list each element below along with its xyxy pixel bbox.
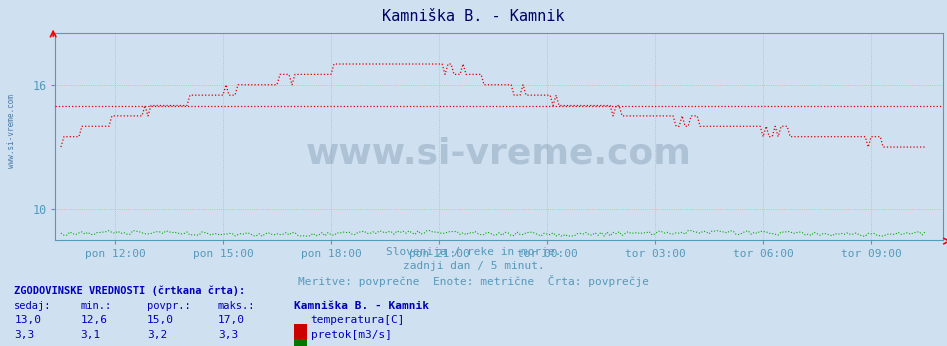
Text: sedaj:: sedaj:: [14, 301, 52, 311]
Text: 17,0: 17,0: [218, 315, 245, 325]
Text: Meritve: povprečne  Enote: metrične  Črta: povprečje: Meritve: povprečne Enote: metrične Črta:…: [298, 275, 649, 287]
Text: 3,1: 3,1: [80, 330, 100, 340]
Text: 3,3: 3,3: [14, 330, 34, 340]
Text: povpr.:: povpr.:: [147, 301, 190, 311]
Text: pretok[m3/s]: pretok[m3/s]: [311, 330, 392, 340]
Text: 3,2: 3,2: [147, 330, 167, 340]
Text: www.si-vreme.com: www.si-vreme.com: [7, 94, 16, 169]
Text: 3,3: 3,3: [218, 330, 238, 340]
Text: www.si-vreme.com: www.si-vreme.com: [306, 136, 692, 170]
Text: temperatura[C]: temperatura[C]: [311, 315, 405, 325]
Text: Kamniška B. - Kamnik: Kamniška B. - Kamnik: [383, 9, 564, 24]
Text: min.:: min.:: [80, 301, 112, 311]
Text: Slovenija / reke in morje.: Slovenija / reke in morje.: [385, 247, 562, 257]
Text: Kamniška B. - Kamnik: Kamniška B. - Kamnik: [294, 301, 429, 311]
Text: 15,0: 15,0: [147, 315, 174, 325]
Text: 13,0: 13,0: [14, 315, 42, 325]
Text: ZGODOVINSKE VREDNOSTI (črtkana črta):: ZGODOVINSKE VREDNOSTI (črtkana črta):: [14, 285, 245, 296]
Text: 12,6: 12,6: [80, 315, 108, 325]
Text: zadnji dan / 5 minut.: zadnji dan / 5 minut.: [402, 261, 545, 271]
Text: maks.:: maks.:: [218, 301, 256, 311]
